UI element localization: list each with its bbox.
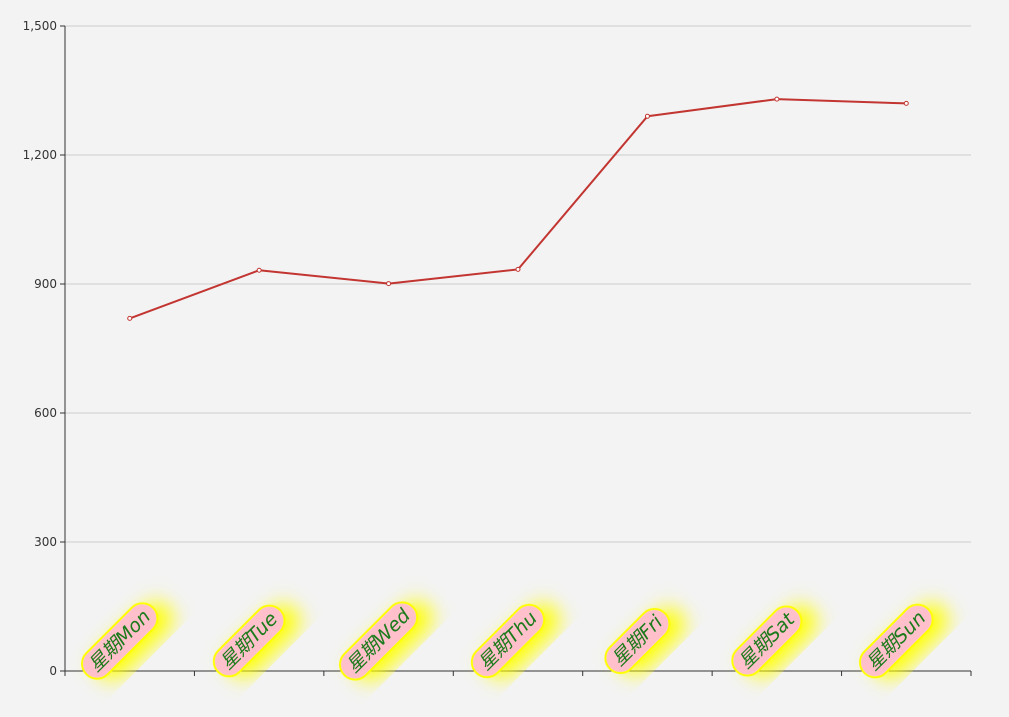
- data-point[interactable]: [515, 266, 521, 272]
- x-label-badge: [339, 601, 419, 681]
- series: [127, 96, 909, 321]
- x-tick-label: 星期Fri: [604, 608, 671, 674]
- x-label-badge: [604, 608, 671, 674]
- x-label-badge: [859, 603, 934, 679]
- x-label-text: 星期Mon: [84, 606, 155, 677]
- series-line: [129, 98, 907, 320]
- x-label-badge: [81, 602, 159, 680]
- x-label-text: 星期Tue: [216, 608, 282, 674]
- y-tick-label: 0: [49, 664, 57, 678]
- grid-lines: [65, 25, 971, 543]
- data-point[interactable]: [903, 100, 909, 106]
- y-tick-label: 1,500: [23, 19, 57, 33]
- x-label-text: 星期Wed: [342, 604, 415, 677]
- x-tick-labels: 星期Mon 星期Tue 星期Wed 星期Thu 星期Fri 星期Sat 星期Sun: [81, 601, 934, 681]
- axes: [64, 26, 971, 672]
- data-point[interactable]: [644, 113, 650, 119]
- data-point[interactable]: [774, 96, 780, 102]
- x-tick-label: 星期Wed: [339, 601, 419, 681]
- x-label-badge: [470, 603, 546, 679]
- x-label-text: 星期Thu: [474, 607, 542, 675]
- data-point[interactable]: [386, 281, 392, 287]
- y-tick-label: 300: [34, 535, 57, 549]
- x-tick-marks: [64, 671, 972, 676]
- data-point[interactable]: [256, 267, 262, 273]
- x-tick-label: 星期Sat: [731, 605, 803, 677]
- y-tick-labels: 0 300 600 900 1,200 1,500: [23, 19, 65, 678]
- y-tick-label: 1,200: [23, 148, 57, 162]
- data-point[interactable]: [127, 315, 133, 321]
- y-tick-label: 900: [34, 277, 57, 291]
- x-label-badge: [731, 605, 803, 677]
- x-label-text: 星期Sun: [862, 607, 930, 675]
- x-tick-label: 星期Tue: [212, 604, 286, 678]
- x-label-badge: [212, 604, 286, 678]
- x-label-text: 星期Sat: [735, 608, 801, 674]
- x-tick-label: 星期Mon: [81, 602, 159, 680]
- y-tick-label: 600: [34, 406, 57, 420]
